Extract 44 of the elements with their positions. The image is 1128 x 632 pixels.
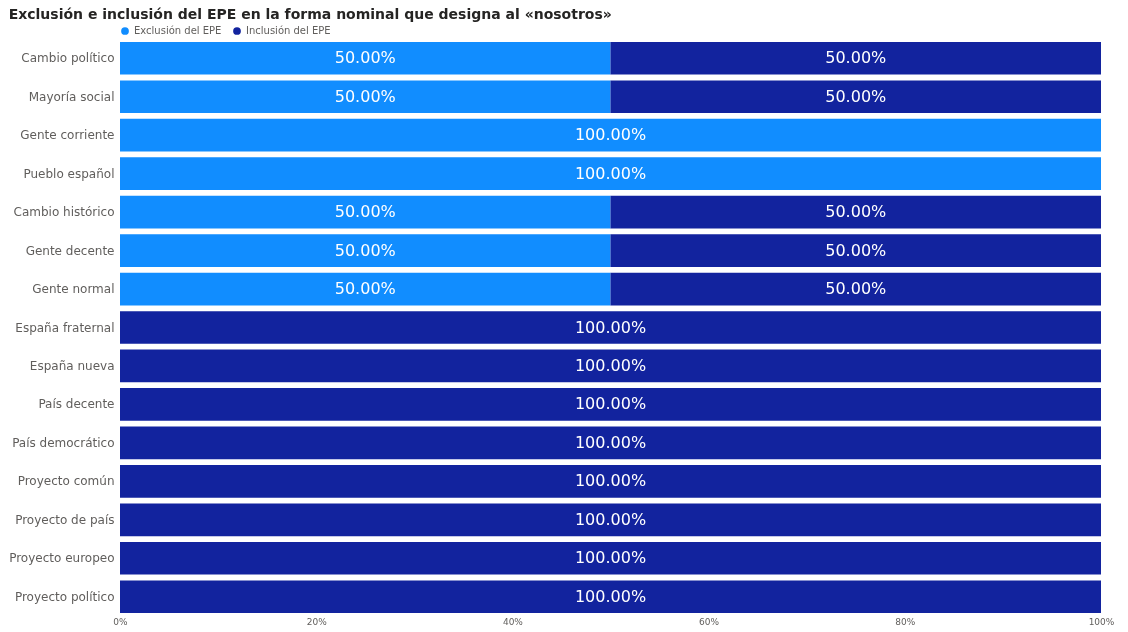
y-tick-label: España nueva [29, 358, 115, 373]
data-label: 50.00% [825, 202, 887, 222]
data-label: 100.00% [574, 317, 647, 337]
y-tick-label: España fraternal [15, 320, 115, 335]
y-tick-label: Pueblo español [23, 166, 115, 181]
y-tick-label: Gente normal [32, 282, 115, 297]
data-label: 100.00% [574, 125, 647, 145]
legend-label: Inclusión del EPE [246, 25, 331, 36]
data-label: 100.00% [574, 471, 647, 491]
legend-label: Exclusión del EPE [134, 25, 222, 36]
data-label: 50.00% [334, 279, 396, 299]
data-label: 100.00% [574, 163, 647, 183]
x-tick-label: 20% [306, 616, 328, 627]
y-tick-label: Cambio histórico [13, 205, 115, 220]
data-label: 50.00% [334, 48, 396, 68]
y-tick-label: Proyecto europeo [9, 551, 115, 566]
data-label: 100.00% [574, 548, 647, 568]
chart-title: Exclusión e inclusión del EPE en la forma nominal que designa al «nosotros» [8, 6, 612, 22]
y-tick-label: País decente [38, 397, 115, 412]
x-tick-label: 0% [113, 616, 129, 627]
data-label: 100.00% [574, 394, 647, 414]
y-tick-label: Gente corriente [20, 128, 115, 143]
data-label: 100.00% [574, 509, 647, 529]
data-label: 50.00% [334, 240, 396, 260]
data-label: 50.00% [334, 202, 396, 222]
data-label: 50.00% [825, 240, 887, 260]
x-tick-label: 40% [502, 616, 524, 627]
y-tick-label: Cambio político [21, 51, 115, 66]
data-label: 100.00% [574, 355, 647, 375]
data-label: 50.00% [825, 86, 887, 106]
y-tick-label: Proyecto político [14, 589, 115, 604]
data-label: 50.00% [825, 279, 887, 299]
data-label: 50.00% [825, 48, 887, 68]
data-label: 100.00% [574, 586, 647, 606]
y-tick-label: País democrático [12, 435, 115, 450]
y-tick-label: Proyecto común [17, 474, 115, 489]
x-tick-label: 100% [1088, 616, 1115, 627]
data-label: 100.00% [574, 432, 647, 452]
data-label: 50.00% [334, 86, 396, 106]
y-tick-label: Proyecto de país [15, 512, 115, 527]
x-tick-label: 80% [895, 616, 916, 627]
x-tick-label: 60% [699, 616, 720, 627]
y-tick-label: Mayoría social [28, 89, 115, 104]
y-tick-label: Gente decente [25, 243, 115, 258]
